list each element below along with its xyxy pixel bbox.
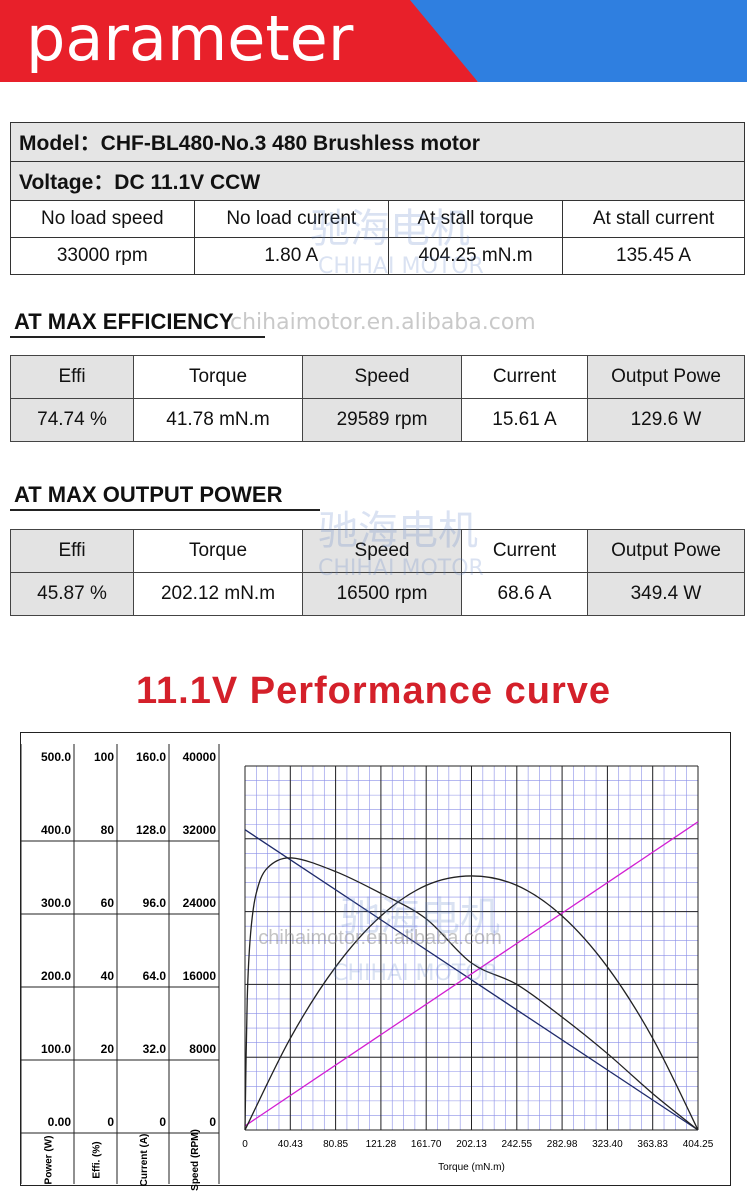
current-header: Current — [461, 529, 588, 573]
effi-header: Effi — [10, 355, 134, 399]
output-header: Output Powe — [587, 355, 745, 399]
section-underline — [10, 509, 320, 511]
spec-header-cell: No load current — [193, 200, 390, 238]
watermark-cn: 驰海电机 — [318, 508, 478, 554]
page-title: parameter — [26, 2, 354, 75]
spec-value-cell: 135.45 A — [562, 237, 745, 275]
header-banner: parameter — [0, 0, 747, 82]
spec-value-cell: 33000 rpm — [10, 237, 195, 275]
watermark-en: CHIHAI MOTOR — [318, 254, 484, 279]
header-shape — [0, 0, 747, 82]
speed-value: 16500 rpm — [302, 572, 462, 616]
header-blue-block — [410, 0, 747, 82]
spec-value-cell: 404.25 mN.m — [387, 237, 564, 275]
spec-header-cell: At stall current — [562, 200, 745, 238]
max-efficiency-title: AT MAX EFFICIENCY — [14, 309, 234, 334]
current-header: Current — [461, 355, 588, 399]
torque-value: 41.78 mN.m — [133, 398, 303, 442]
speed-header: Speed — [302, 529, 462, 573]
torque-header: Torque — [133, 355, 303, 399]
spec-value-cell: 1.80 A — [193, 237, 390, 275]
effi-value: 74.74 % — [10, 398, 134, 442]
header-red-block — [0, 0, 478, 82]
max-output-table: Effi Torque Speed Current Output Powe 45… — [10, 529, 745, 616]
section-underline — [10, 336, 265, 338]
watermark-en: CHIHAI MOTOR — [318, 556, 484, 581]
effi-value: 45.87 % — [10, 572, 134, 616]
output-value: 129.6 W — [587, 398, 745, 442]
max-output-title: AT MAX OUTPUT POWER — [14, 482, 283, 507]
spec-table: Model：CHF-BL480-No.3 480 Brushless motor… — [10, 122, 745, 275]
performance-chart-frame — [20, 732, 731, 1186]
curve-title: 11.1V Performance curve — [135, 670, 612, 712]
output-value: 349.4 W — [587, 572, 745, 616]
max-efficiency-table: Effi Torque Speed Current Output Powe 74… — [10, 355, 745, 442]
output-header: Output Powe — [587, 529, 745, 573]
current-value: 15.61 A — [461, 398, 588, 442]
model-row: Model：CHF-BL480-No.3 480 Brushless motor — [10, 122, 745, 162]
voltage-row: Voltage：DC 11.1V CCW — [10, 161, 745, 201]
current-value: 68.6 A — [461, 572, 588, 616]
watermark-url: chihaimotor.en.alibaba.com — [230, 310, 536, 335]
spec-header-cell: At stall torque — [387, 200, 564, 238]
spec-header-cell: No load speed — [10, 200, 195, 238]
watermark-cn: 驰海电机 — [310, 206, 470, 252]
speed-header: Speed — [302, 355, 462, 399]
speed-value: 29589 rpm — [302, 398, 462, 442]
effi-header: Effi — [10, 529, 134, 573]
torque-header: Torque — [133, 529, 303, 573]
torque-value: 202.12 mN.m — [133, 572, 303, 616]
